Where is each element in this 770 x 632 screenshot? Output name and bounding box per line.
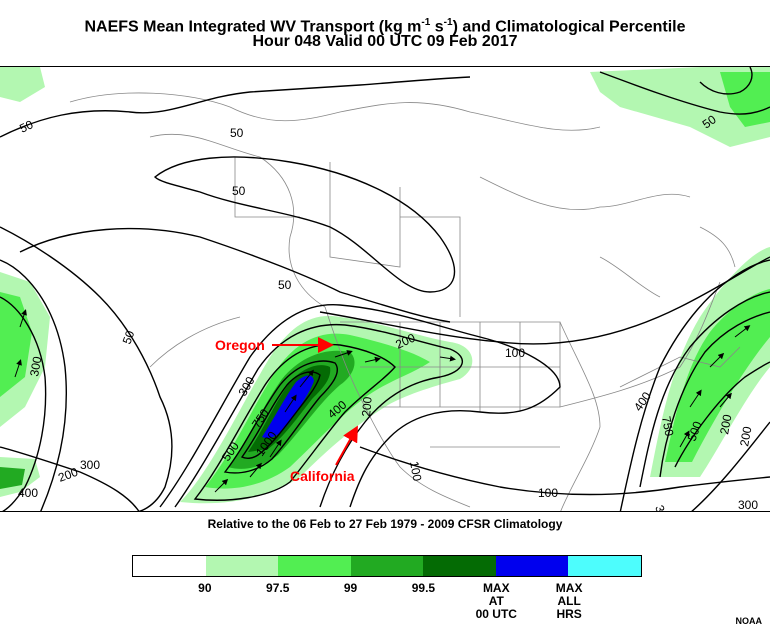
colorbar-swatch <box>278 556 351 576</box>
contour-200-ar-outer <box>159 304 561 508</box>
title-superscript: -1 <box>421 17 431 28</box>
ivt-contours <box>0 67 770 511</box>
geographic-boundaries <box>69 92 741 511</box>
contour-label: 300 <box>738 498 758 512</box>
colorbar-swatch <box>495 556 569 576</box>
percentile-shading <box>0 67 770 504</box>
contour-label: 200 <box>359 396 375 417</box>
contour-label: 200 <box>56 465 80 485</box>
california-label: California <box>290 468 355 484</box>
shade-97-east <box>665 289 770 462</box>
shade-90-nw <box>0 67 45 102</box>
contour-1000-ar <box>240 371 321 460</box>
map-canvas: 50 50 50 50 50 100 100 100 200 200 200 2… <box>0 67 770 512</box>
colorbar-swatch <box>423 556 496 576</box>
contour-east-750 <box>659 311 770 478</box>
contour-50-north <box>0 76 471 138</box>
contour-label: 300 <box>27 355 44 377</box>
percentile-colorbar <box>132 555 642 577</box>
contour-label: 100 <box>505 346 525 360</box>
colorbar-swatch <box>350 556 424 576</box>
contour-300-west <box>0 259 67 511</box>
contour-east-400 <box>639 291 770 488</box>
climatology-subtitle: Relative to the 06 Feb to 27 Feb 1979 - … <box>207 517 563 531</box>
shade-97-ne <box>720 72 770 127</box>
title-text: s <box>430 18 444 36</box>
colorbar-label: 90 <box>198 581 212 595</box>
contour-50-mid <box>153 156 456 293</box>
colorbar-label: MAX AT 00 UTC <box>475 581 517 621</box>
colorbar-swatch <box>205 556 279 576</box>
contour-label: 50 <box>17 117 35 135</box>
contour-ne-50 <box>599 71 770 115</box>
contour-east-300 <box>619 259 770 511</box>
california-arrow <box>335 425 358 466</box>
contour-ne-small <box>699 67 753 95</box>
contour-east-200 <box>691 421 770 511</box>
contour-label: 200 <box>737 425 754 447</box>
transport-vectors <box>14 309 751 493</box>
state-annotations: Oregon California <box>215 337 358 484</box>
title-text: NAEFS Mean Integrated WV Transport (kg m <box>84 18 422 36</box>
contour-label: 500 <box>685 419 705 443</box>
colorbar-label: 99 <box>343 581 358 595</box>
contour-label: 300 <box>80 458 100 472</box>
valid-time-title: Hour 048 Valid 00 UTC 09 Feb 2017 <box>252 33 518 50</box>
contour-label: 200 <box>717 413 734 435</box>
contour-300-west2 <box>0 296 47 511</box>
contour-750-ar <box>223 360 338 474</box>
contour-label: 50 <box>120 328 138 346</box>
map-title: NAEFS Mean Integrated WV Transport (kg m… <box>0 13 770 37</box>
colorbar-swatch <box>133 556 206 576</box>
contour-label: 400 <box>18 486 38 500</box>
contour-label: 100 <box>407 460 424 482</box>
contour-east-500 <box>674 361 770 468</box>
oregon-label: Oregon <box>215 337 265 353</box>
colorbar-label: 97.5 <box>266 581 290 595</box>
contour-50-loop <box>0 226 173 511</box>
contour-200-sw <box>0 446 140 511</box>
contour-label: 750 <box>659 415 676 437</box>
contour-50-west <box>19 227 451 323</box>
shade-97-sw <box>0 467 25 489</box>
title-superscript: -1 <box>443 17 453 28</box>
contour-label: 50 <box>278 278 292 292</box>
colorbar-label: 99.5 <box>411 581 436 595</box>
contour-label: 300 <box>652 503 672 512</box>
contour-400-ar <box>193 343 396 501</box>
colorbar-swatch <box>568 556 642 576</box>
contour-label: 100 <box>538 486 558 500</box>
title-text: ) and Climatological Percentile <box>452 18 686 36</box>
contour-300-ar <box>174 323 463 508</box>
noaa-credit: NOAA <box>735 616 763 626</box>
ivt-map: 50 50 50 50 50 100 100 100 200 200 200 2… <box>0 66 770 512</box>
contour-label: 50 <box>232 184 246 198</box>
colorbar-label: MAX ALL HRS <box>555 581 583 621</box>
contour-label: 50 <box>230 126 244 140</box>
